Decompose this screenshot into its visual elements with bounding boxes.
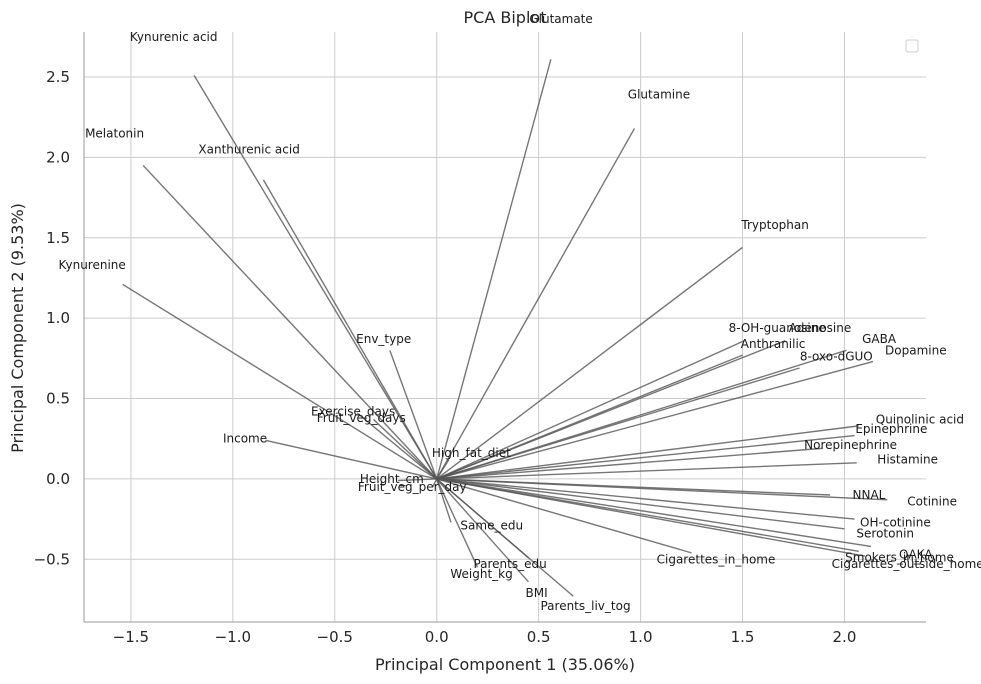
variable-label-epinephrine: Epinephrine <box>855 422 927 436</box>
loading-vector-high-fat-diet <box>436 459 450 480</box>
x-tick-label: −1.5 <box>113 628 149 646</box>
loading-vector-parents-liv-tog <box>436 478 574 597</box>
variable-label-gaba: GABA <box>862 332 897 346</box>
tick-labels: −1.5 −1.0 −0.5 0.0 0.5 1.0 1.5 2.0 −0.5 0.0 0.5 1.0… <box>34 68 857 646</box>
y-tick-label: 1.5 <box>46 229 70 247</box>
loading-vector-anthranilic <box>436 354 743 480</box>
x-tick-label: −1.0 <box>215 628 251 646</box>
variable-label-quinolinic-acid: Quinolinic acid <box>876 412 964 426</box>
y-tick-label: −0.5 <box>34 550 70 568</box>
x-tick-label: 1.5 <box>731 628 755 646</box>
variable-label-tryptophan: Tryptophan <box>740 218 808 232</box>
x-tick-label: 1.0 <box>629 628 653 646</box>
variable-label-serotonin: Serotonin <box>856 527 914 541</box>
variable-label-norepinephrine: Norepinephrine <box>804 438 897 452</box>
variable-label-qaka: QAKA <box>899 547 933 561</box>
loading-vector-glutamate <box>436 59 552 480</box>
loading-vector-tryptophan <box>436 246 743 480</box>
variable-label-kynurenic-acid: Kynurenic acid <box>130 30 218 44</box>
loading-vector-income <box>265 439 437 480</box>
variable-label-xanthurenic-acid: Xanthurenic acid <box>198 142 299 156</box>
variable-label-glutamate: Glutamate <box>529 12 592 26</box>
y-tick-label: 0.5 <box>46 390 70 408</box>
loading-vector-fruit-veg-days <box>373 418 438 480</box>
loading-vector-height-cm <box>397 478 437 482</box>
loading-vectors <box>122 59 888 597</box>
x-tick-label: 2.0 <box>833 628 857 646</box>
variable-label-nnal: NNAL <box>852 488 885 502</box>
variable-label-fruit-veg-days: Fruit_veg_days <box>317 411 406 425</box>
variable-label-fruit-veg-per-day: Fruit_veg_per_day <box>358 480 467 494</box>
loading-vector-serotonin <box>436 478 845 530</box>
loading-vector-cigarettes-in-home <box>436 478 692 554</box>
loading-vector-qaka <box>436 478 872 548</box>
variable-label-cigarettes-outside-home: Cigarettes_outside_home <box>832 557 981 571</box>
loading-vector-fruit-veg-per-day <box>432 478 438 488</box>
loading-vector-histamine <box>436 462 857 480</box>
loading-vector-xanthurenic-acid <box>262 179 438 480</box>
variable-label-exercise-days: Exercise_days <box>311 404 395 418</box>
variable-label-smokers-in-home: Smokers_in_home <box>845 551 954 565</box>
variable-label-8-oh-guanosine: 8-OH-guanosine <box>729 321 826 335</box>
loading-vector-weight-kg <box>436 478 479 568</box>
grid <box>84 32 926 622</box>
loading-vector-exercise-days <box>356 412 438 480</box>
variable-label-histamine: Histamine <box>877 453 938 467</box>
x-axis-label: Principal Component 1 (35.06%) <box>375 655 635 674</box>
loading-vector-norepinephrine <box>436 447 823 480</box>
variable-label-anthranilic: Anthranilic <box>741 337 806 351</box>
loading-vector-melatonin <box>142 164 438 480</box>
loading-vector-bmi <box>436 478 529 583</box>
variable-label-glutamine: Glutamine <box>628 88 690 102</box>
variable-label-parents-edu: Parents_edu <box>473 557 546 571</box>
loading-vector-cotinine <box>436 478 888 501</box>
variable-label-income: Income <box>223 432 267 446</box>
loading-vector-glutamine <box>436 128 636 480</box>
loading-vector-cigarettes-outside-home <box>436 478 865 557</box>
variable-labels: Glutamate Kynurenic acid Glutamine Melatoni… <box>59 12 981 613</box>
loading-vector-dopamine <box>436 360 874 480</box>
x-tick-label: 0.0 <box>425 628 449 646</box>
variable-label-melatonin: Melatonin <box>85 126 144 140</box>
variable-label-cigarettes-in-home: Cigarettes_in_home <box>657 552 776 566</box>
variable-label-cotinine: Cotinine <box>907 494 957 508</box>
x-tick-label: 0.5 <box>527 628 551 646</box>
variable-label-8-oxo-dguo: 8-oxo-dGUO <box>800 350 873 364</box>
variable-label-same-edu: Same_edu <box>460 519 523 533</box>
variable-label-weight-kg: Weight_kg <box>450 567 512 581</box>
variable-label-kynurenine: Kynurenine <box>59 258 126 272</box>
variable-label-high-fat-diet: High_fat_diet <box>432 446 511 460</box>
y-axis-label: Principal Component 2 (9.53%) <box>8 203 27 453</box>
loading-vector-epinephrine <box>436 434 855 480</box>
variable-label-oh-cotinine: OH-cotinine <box>860 515 931 529</box>
loading-vector-same-edu <box>436 478 452 523</box>
variable-label-dopamine: Dopamine <box>885 343 947 357</box>
loading-vector-kynurenic-acid <box>193 75 438 480</box>
variable-label-bmi: BMI <box>526 586 548 600</box>
variable-label-height-cm: Height_cm <box>360 472 424 486</box>
variable-label-parents-liv-tog: Parents_liv_tog <box>540 599 630 613</box>
loading-vector-env-type <box>389 350 438 480</box>
loading-vector-quinolinic-acid <box>436 425 859 480</box>
loading-vector-kynurenine <box>122 283 438 480</box>
loading-vector-8-oh-guanosine <box>436 340 745 480</box>
variable-label-adenosine: Adenosine <box>789 321 852 335</box>
chart-title: PCA Biplot <box>464 8 547 27</box>
loading-vector-8-oxo-dguo <box>436 367 800 480</box>
x-tick-label: −0.5 <box>317 628 353 646</box>
loading-vector-oh-cotinine <box>436 478 855 520</box>
variable-label-env-type: Env_type <box>356 332 411 346</box>
legend-box <box>905 39 919 53</box>
y-tick-label: 2.0 <box>46 148 70 166</box>
y-tick-label: 0.0 <box>46 470 70 488</box>
y-tick-label: 2.5 <box>46 68 70 86</box>
y-tick-label: 1.0 <box>46 309 70 327</box>
axes-spines <box>83 32 926 623</box>
